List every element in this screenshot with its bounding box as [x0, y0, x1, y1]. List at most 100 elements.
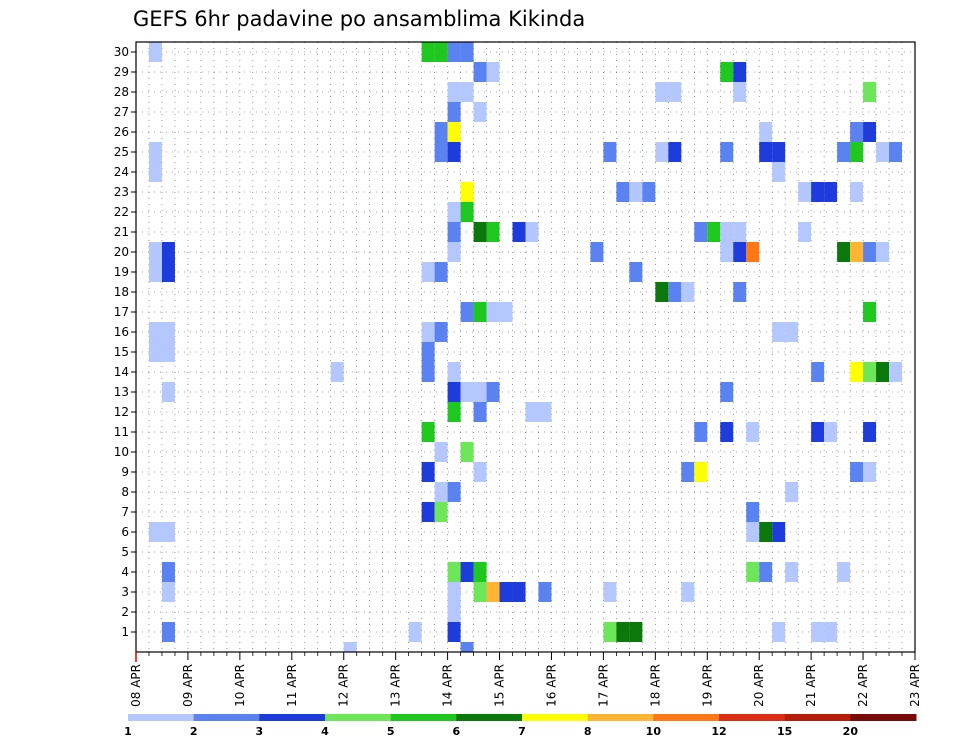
x-tick-label: 16 APR [544, 664, 558, 707]
heatmap-cell [746, 422, 760, 442]
heatmap-cell [837, 562, 851, 582]
colorbar-label: 5 [387, 725, 395, 738]
y-tick-label: 3 [121, 585, 129, 599]
heatmap-cell [434, 122, 448, 142]
heatmap-cell [876, 142, 890, 162]
heatmap-cell [525, 402, 539, 422]
heatmap-cell [434, 442, 448, 462]
heatmap-cell [889, 362, 903, 382]
heatmap-cell [447, 402, 461, 422]
heatmap-cell [486, 382, 500, 402]
y-tick-label: 24 [114, 165, 129, 179]
heatmap-cell [811, 182, 825, 202]
heatmap-cell [473, 582, 487, 602]
y-tick-label: 2 [121, 605, 129, 619]
heatmap-cell [421, 322, 435, 342]
y-tick-label: 30 [114, 45, 129, 59]
heatmap-cell [434, 142, 448, 162]
heatmap-cell [486, 302, 500, 322]
colorbar-label: 2 [190, 725, 198, 738]
heatmap-cell [811, 362, 825, 382]
y-tick-label: 12 [114, 405, 129, 419]
heatmap-cell [850, 462, 864, 482]
heatmap-cell [824, 622, 838, 642]
x-tick-label: 18 APR [648, 664, 662, 707]
heatmap-cell [460, 182, 474, 202]
y-tick-label: 25 [114, 145, 129, 159]
y-tick-label: 15 [114, 345, 129, 359]
heatmap-cell [499, 582, 513, 602]
heatmap-cell [681, 282, 695, 302]
x-tick-label: 22 APR [856, 664, 870, 707]
heatmap-cell [161, 262, 175, 282]
heatmap-cell [746, 242, 760, 262]
heatmap-cell [863, 422, 877, 442]
heatmap-cell [473, 562, 487, 582]
heatmap-cell [421, 262, 435, 282]
heatmap-cell [486, 222, 500, 242]
heatmap-cell [460, 562, 474, 582]
x-tick-label: 20 APR [752, 664, 766, 707]
colorbar-swatch [390, 714, 457, 721]
colorbar-swatch [128, 714, 195, 721]
heatmap-cell [694, 222, 708, 242]
heatmap-cell [447, 142, 461, 162]
x-tick-label: 15 APR [493, 664, 507, 707]
heatmap-cell [486, 582, 500, 602]
x-tick-label: 14 APR [441, 664, 455, 707]
y-tick-label: 8 [121, 485, 129, 499]
x-tick-label: 13 APR [389, 664, 403, 707]
heatmap-cell [447, 582, 461, 602]
heatmap-cell [447, 382, 461, 402]
colorbar-label: 7 [518, 725, 526, 738]
heatmap-cell [447, 622, 461, 642]
heatmap-cell [538, 582, 552, 602]
heatmap-cell [460, 642, 474, 652]
x-tick-label: 23 APR [908, 664, 922, 707]
heatmap-cell [421, 362, 435, 382]
y-tick-label: 1 [121, 625, 129, 639]
heatmap-cell [473, 222, 487, 242]
heatmap-cell [629, 622, 643, 642]
heatmap-cell [707, 222, 721, 242]
heatmap-cell [863, 462, 877, 482]
heatmap-cell [148, 322, 162, 342]
heatmap-cell [694, 422, 708, 442]
heatmap-cell [460, 302, 474, 322]
grid-lines [136, 42, 915, 652]
heatmap-cell [421, 462, 435, 482]
y-tick-label: 17 [114, 305, 129, 319]
heatmap-cell [447, 602, 461, 622]
heatmap-cell [434, 502, 448, 522]
colorbar-swatch [522, 714, 589, 721]
heatmap-cell [148, 162, 162, 182]
heatmap-cell [460, 442, 474, 462]
heatmap-cell [460, 202, 474, 222]
heatmap-cell [837, 242, 851, 262]
heatmap-cell [772, 322, 786, 342]
colorbar-label: 15 [777, 725, 792, 738]
heatmap-cell [798, 182, 812, 202]
heatmap-cell [655, 282, 669, 302]
heatmap-cell [746, 522, 760, 542]
heatmap-cell [876, 242, 890, 262]
heatmap-cell [473, 102, 487, 122]
heatmap-cell [837, 142, 851, 162]
y-tick-label: 19 [114, 265, 129, 279]
heatmap-cell [538, 402, 552, 422]
colorbar-label: 10 [646, 725, 662, 738]
heatmap-cell [772, 522, 786, 542]
heatmap-cell [681, 582, 695, 602]
x-tick-label: 21 APR [804, 664, 818, 707]
heatmap-cell [161, 322, 175, 342]
colorbar-swatch [325, 714, 392, 721]
heatmap-cell [161, 242, 175, 262]
colorbar-swatch [719, 714, 786, 721]
heatmap-cell [473, 302, 487, 322]
heatmap-cell [161, 382, 175, 402]
heatmap-cell [746, 502, 760, 522]
heatmap-cells [148, 42, 903, 652]
heatmap-cell [447, 482, 461, 502]
heatmap-cell [486, 62, 500, 82]
y-tick-label: 13 [114, 385, 129, 399]
